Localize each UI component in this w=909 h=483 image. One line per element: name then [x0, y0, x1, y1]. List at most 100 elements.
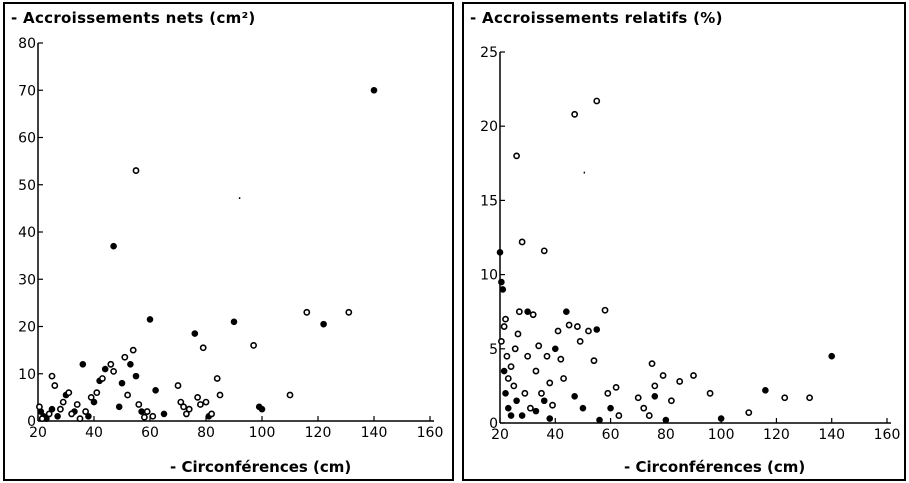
data-point-open — [194, 393, 201, 401]
data-point-open — [576, 337, 584, 345]
y-tick-label: 30 — [18, 272, 36, 288]
data-point-filled — [524, 308, 531, 316]
data-point-open — [504, 375, 512, 382]
data-point-open — [529, 311, 537, 319]
data-point-open — [73, 401, 81, 408]
data-point-open — [500, 323, 508, 330]
y-tick-label: 60 — [18, 131, 36, 147]
data-point-open — [524, 352, 532, 360]
data-point-open — [107, 360, 115, 368]
data-point-open — [514, 330, 522, 338]
data-point-open — [601, 306, 609, 314]
data-point-open — [659, 372, 667, 379]
data-point-open — [604, 389, 612, 397]
data-point-filled — [498, 278, 505, 286]
data-point-open — [532, 367, 540, 375]
data-point-open — [132, 167, 140, 174]
chart-title: - Accroissements nets (cm²) — [11, 9, 256, 27]
y-tick-label: 70 — [18, 83, 36, 99]
data-point-open — [213, 375, 221, 382]
data-point-open — [182, 410, 190, 418]
data-point-open — [82, 408, 89, 415]
data-point-filled — [370, 86, 378, 94]
data-point-filled — [540, 397, 548, 405]
data-point-filled — [499, 286, 507, 293]
data-point-open — [48, 372, 56, 380]
data-point-open — [648, 360, 656, 368]
data-point-open — [538, 389, 545, 397]
data-point-open — [513, 152, 520, 160]
data-point-filled — [496, 249, 504, 256]
data-point-open — [202, 398, 210, 406]
data-point-open — [99, 375, 106, 382]
data-point-filled — [132, 372, 140, 380]
data-point-open — [571, 110, 579, 118]
y-tick-label: 50 — [18, 178, 36, 194]
data-point-open — [250, 341, 257, 349]
data-point-filled — [504, 404, 512, 412]
data-point-open — [497, 337, 505, 345]
x-tick-label: 120 — [763, 427, 790, 443]
data-point-open — [554, 327, 562, 335]
data-point-open — [565, 321, 573, 329]
data-point-filled — [258, 405, 266, 413]
data-point-open — [59, 398, 67, 406]
data-point-open — [303, 308, 311, 316]
data-point-open — [196, 401, 204, 408]
data-point-filled — [54, 412, 61, 420]
data-point-open — [511, 345, 519, 353]
data-point-open — [549, 401, 556, 409]
data-point-filled — [551, 345, 559, 353]
data-point-open — [560, 375, 567, 382]
x-tick-label: 60 — [141, 425, 159, 441]
annotation-dot: . — [237, 187, 241, 203]
data-point-filled — [607, 404, 614, 412]
y-tick-label: 10 — [18, 367, 36, 383]
data-point-filled — [146, 316, 154, 323]
x-tick-label: 60 — [602, 427, 620, 443]
x-tick-label: 100 — [708, 427, 735, 443]
data-point-open — [667, 397, 675, 405]
data-point-open — [45, 410, 53, 418]
data-point-open — [38, 415, 46, 423]
y-tick-label: 15 — [480, 193, 498, 209]
data-point-filled — [79, 361, 87, 368]
data-point-open — [690, 372, 697, 379]
scatter-plot-net: 20 40 60 80 100 120 140 160 0 10 20 30 40 50 60 70 80. — [18, 36, 443, 441]
data-point-open — [612, 383, 620, 391]
data-point-filled — [101, 365, 109, 373]
data-point-open — [149, 412, 157, 420]
data-point-filled — [717, 415, 725, 422]
data-point-open — [527, 404, 534, 412]
data-point-open — [557, 355, 565, 363]
data-point-open — [574, 323, 581, 330]
data-point-open — [503, 352, 511, 360]
y-tick-label: 20 — [18, 320, 36, 336]
data-point-open — [543, 352, 551, 360]
data-point-filled — [191, 330, 199, 337]
x-tick-label: 140 — [818, 427, 845, 443]
data-point-open — [515, 308, 523, 316]
data-point-open — [806, 394, 813, 402]
data-point-open — [640, 404, 648, 412]
y-tick-label: 20 — [480, 119, 498, 135]
data-point-open — [507, 363, 515, 371]
data-point-open — [535, 342, 543, 350]
data-point-open — [510, 382, 518, 390]
data-point-filled — [127, 361, 134, 368]
x-tick-label: 100 — [249, 425, 276, 441]
data-point-filled — [115, 403, 123, 411]
data-point-open — [781, 394, 789, 402]
data-point-open — [745, 409, 753, 417]
y-tick-label: 0 — [27, 414, 36, 430]
data-point-open — [57, 405, 64, 413]
data-point-open — [180, 403, 187, 411]
x-axis-label: - Circonférences (cm) — [170, 458, 352, 476]
chart-panel-net: - Accroissements nets (cm²) 20 40 60 80 100 1… — [3, 2, 454, 481]
data-point-open — [208, 410, 215, 418]
y-tick-label: 5 — [489, 342, 498, 358]
annotation-dot: . — [582, 162, 586, 178]
data-point-open — [143, 408, 151, 415]
data-point-open — [540, 247, 548, 255]
data-point-open — [651, 382, 659, 390]
